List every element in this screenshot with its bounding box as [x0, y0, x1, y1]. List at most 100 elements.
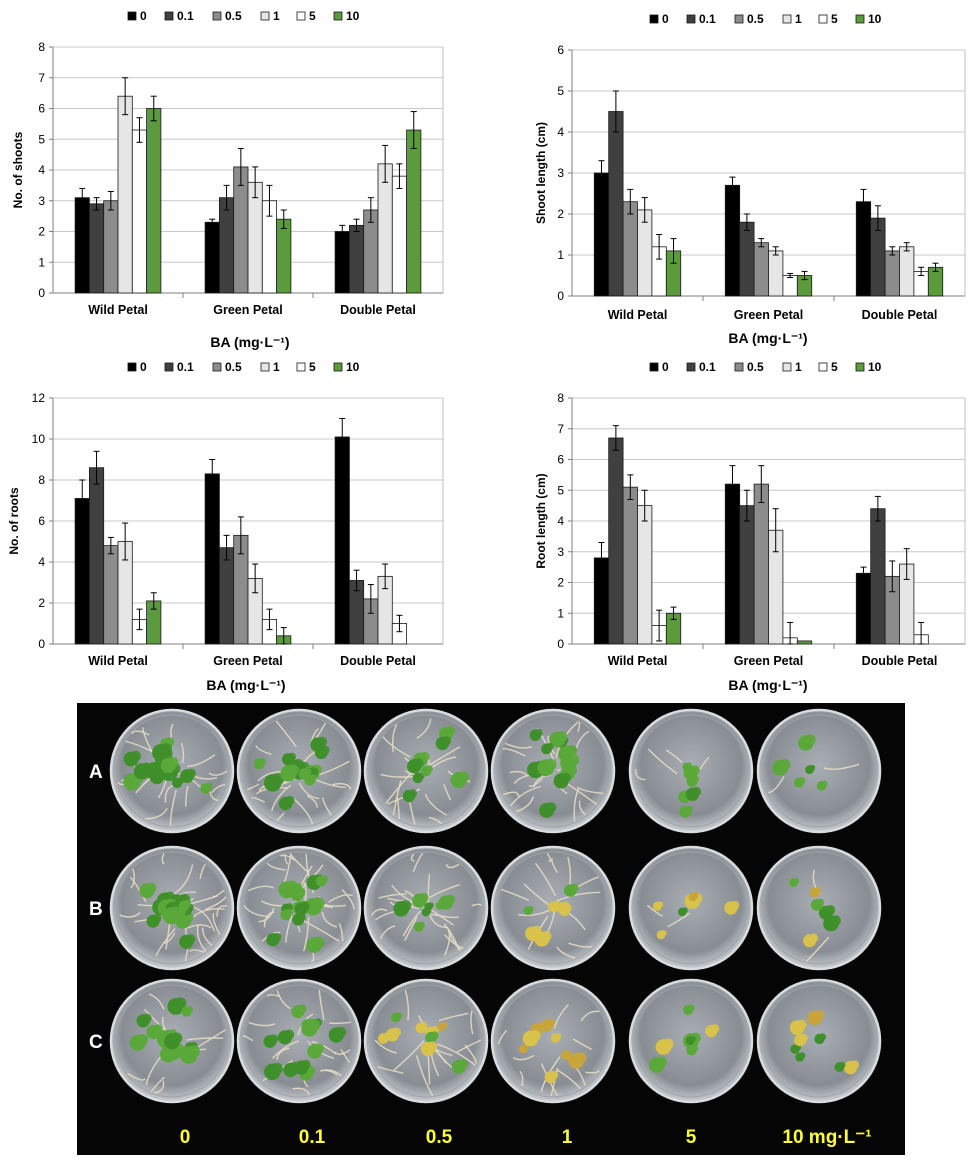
dish-inner-rim [242, 714, 356, 828]
bar-wild-petal-0 [593, 172, 610, 297]
dish-rim [236, 978, 362, 1104]
plantlet-leaf [183, 899, 192, 908]
root-strand [258, 907, 275, 923]
plantlet-leaf [814, 1010, 825, 1021]
root-strand [321, 1069, 338, 1076]
root-strand [315, 722, 327, 740]
root-strand [519, 1070, 524, 1087]
dish-rim [756, 708, 882, 834]
plantlet-leaf [575, 1052, 587, 1064]
dish-inner-rim [496, 714, 610, 828]
root-strand [243, 1035, 254, 1042]
plantlet-leaf [545, 802, 557, 813]
legend-swatch [649, 362, 659, 372]
dish-inner-rim [369, 714, 483, 828]
bar-double-petal-0.5 [884, 250, 900, 297]
y-tick-label: 3 [557, 545, 564, 559]
bar-green-petal-0.5 [753, 242, 769, 297]
root-strand [329, 1021, 351, 1025]
root-strand [275, 812, 285, 822]
legend-label: 0.1 [177, 9, 194, 23]
plantlet-leaf [285, 908, 293, 917]
x-axis-label: BA (mg·L⁻¹) [210, 334, 289, 350]
plantlet-leaf [556, 731, 568, 742]
legend-label: 0.1 [177, 360, 194, 374]
bar-wild-petal-0 [74, 498, 90, 645]
plantlet-leaf [313, 1043, 325, 1054]
bar-green-petal-0.1 [218, 197, 235, 294]
root-strand [505, 742, 533, 749]
root-strand [306, 794, 318, 808]
root-strand [392, 723, 398, 753]
petri-dish-row2-1 [109, 845, 235, 971]
root-strand [266, 862, 287, 871]
legend-label: 1 [273, 360, 280, 374]
y-tick-label: 7 [38, 71, 45, 85]
bar-green-petal-0 [724, 184, 741, 297]
plantlet-leaf [205, 782, 213, 791]
legend-label: 0 [140, 360, 147, 374]
plantlet-leaf [395, 1012, 403, 1019]
root-strand [556, 946, 576, 959]
plantlet-leaf [335, 1026, 347, 1038]
y-tick-label: 5 [557, 84, 564, 98]
root-strand [212, 913, 221, 936]
plantlet-leaf [544, 758, 557, 771]
root-strand [192, 908, 225, 919]
plantlet-leaf [814, 887, 822, 894]
dish-inner-rim [634, 984, 748, 1098]
plantlet-leaf [391, 1027, 402, 1037]
root-strand [518, 909, 551, 917]
root-strand [130, 868, 135, 889]
root-strand [284, 854, 289, 865]
root-strand [370, 908, 388, 916]
bar-wild-petal-0.1 [89, 203, 105, 294]
legend-label: 5 [309, 360, 316, 374]
root-strand [247, 783, 260, 791]
plantlet-leaf [686, 762, 692, 769]
y-tick-label: 6 [557, 43, 564, 57]
y-tick-label: 2 [38, 225, 45, 239]
plantlet-leaf [779, 759, 791, 771]
bar-wild-petal-10 [146, 108, 162, 294]
plantlet-leaf [549, 1070, 559, 1079]
y-tick-label: 4 [38, 163, 45, 177]
bar-wild-petal-1 [637, 505, 653, 645]
plantlet-leaf [428, 902, 434, 909]
root-strand [515, 796, 534, 813]
petri-dish-row2-3 [363, 845, 489, 971]
bar-wild-petal-0.1 [608, 437, 624, 645]
root-strand [301, 864, 324, 889]
root-strand [199, 863, 207, 880]
concentration-label: 0.5 [426, 1127, 453, 1148]
root-strand [298, 782, 320, 800]
plantlet-leaf [408, 789, 418, 798]
legend-swatch [260, 11, 270, 21]
root-strand [338, 923, 344, 942]
root-strand [317, 760, 350, 776]
root-strand [189, 949, 205, 953]
root-strand [667, 912, 691, 928]
root-strand [635, 768, 646, 781]
root-strand [665, 749, 683, 763]
root-strand [426, 746, 461, 768]
root-strand [456, 1039, 482, 1053]
bar-green-petal-0 [724, 483, 741, 645]
bar-green-petal-0.1 [218, 547, 235, 645]
x-axis-label: BA (mg·L⁻¹) [728, 677, 807, 693]
petri-dish-row3-4 [490, 978, 616, 1104]
dish-inner-rim [369, 851, 483, 965]
root-strand [410, 853, 415, 862]
root-strand [573, 1038, 592, 1051]
plantlet-leaf [186, 1005, 194, 1014]
root-strand [503, 791, 520, 798]
plantlet-leaf [690, 765, 700, 775]
bar-wild-petal-5 [131, 129, 148, 294]
root-strand [470, 1010, 474, 1035]
y-axis-label: No. of roots [7, 487, 21, 555]
bar-green-petal-0.5 [753, 483, 769, 645]
root-strand [577, 721, 581, 732]
root-strand [553, 1004, 569, 1029]
legend-swatch [686, 362, 696, 372]
